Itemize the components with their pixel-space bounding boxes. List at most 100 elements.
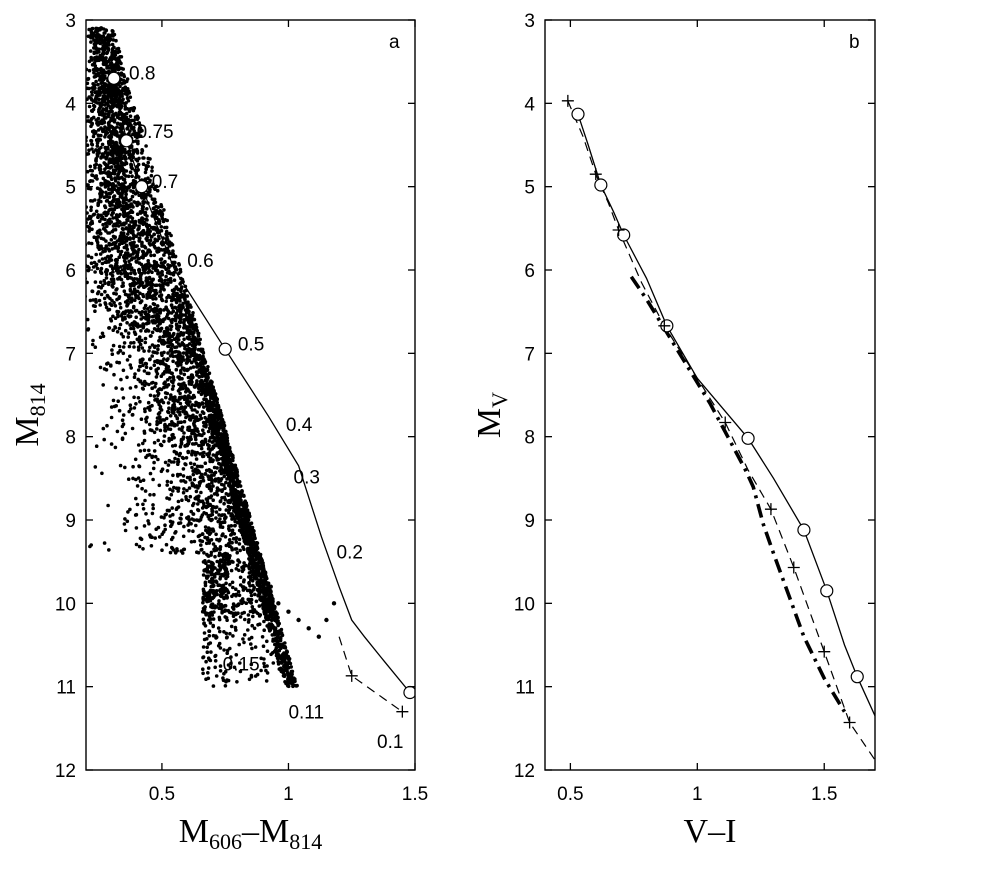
data-point xyxy=(192,462,197,467)
data-point xyxy=(147,275,152,280)
data-point xyxy=(123,104,127,109)
data-point xyxy=(91,173,95,178)
data-point xyxy=(171,252,175,256)
data-point xyxy=(173,261,177,265)
data-point xyxy=(191,482,196,487)
data-point xyxy=(199,515,204,519)
data-point xyxy=(262,619,266,624)
data-point xyxy=(194,437,198,442)
data-point xyxy=(169,303,174,307)
data-point xyxy=(141,162,146,166)
data-point xyxy=(185,325,189,329)
data-point xyxy=(206,676,211,681)
data-point xyxy=(233,523,237,528)
data-point xyxy=(114,165,118,169)
data-point xyxy=(86,119,90,123)
data-point xyxy=(238,548,242,553)
data-point xyxy=(68,230,72,234)
data-point xyxy=(324,617,329,623)
data-point xyxy=(106,503,110,508)
data-point xyxy=(115,429,120,434)
data-point xyxy=(91,338,95,343)
data-point xyxy=(73,136,77,140)
data-point xyxy=(183,444,187,448)
data-point xyxy=(101,383,105,387)
data-point xyxy=(72,64,76,68)
data-point xyxy=(80,147,84,151)
data-point xyxy=(133,121,137,126)
data-point xyxy=(120,418,125,423)
data-point xyxy=(207,614,212,618)
data-point xyxy=(82,205,86,209)
data-point xyxy=(231,458,235,463)
data-point xyxy=(81,257,85,261)
data-point xyxy=(286,665,291,670)
data-point xyxy=(80,114,84,118)
data-point xyxy=(214,635,219,640)
data-point xyxy=(152,327,157,331)
data-point xyxy=(77,174,81,178)
data-point xyxy=(202,405,206,409)
data-point xyxy=(92,71,96,75)
data-point xyxy=(155,397,159,401)
data-point xyxy=(177,324,182,329)
data-point xyxy=(219,435,224,440)
data-point xyxy=(166,282,170,287)
data-point xyxy=(156,246,161,251)
data-point xyxy=(204,423,208,427)
data-point xyxy=(206,474,210,478)
data-point xyxy=(178,472,183,477)
data-point xyxy=(166,401,171,405)
data-point xyxy=(194,427,198,431)
data-point xyxy=(131,185,136,190)
data-point xyxy=(147,521,151,526)
data-point xyxy=(154,204,158,209)
data-point xyxy=(91,150,96,154)
data-point xyxy=(134,315,138,320)
data-point xyxy=(131,132,135,136)
data-point xyxy=(156,438,160,443)
data-point xyxy=(140,310,145,314)
data-point xyxy=(179,517,183,521)
data-point xyxy=(173,314,177,318)
data-point xyxy=(180,341,185,345)
data-point xyxy=(171,380,175,385)
data-point xyxy=(241,564,246,569)
data-point xyxy=(96,133,101,138)
data-point xyxy=(207,443,211,448)
data-point xyxy=(229,568,234,573)
data-point xyxy=(103,256,108,261)
data-point xyxy=(116,310,121,314)
data-point xyxy=(265,639,269,644)
data-point xyxy=(154,381,158,386)
data-point xyxy=(206,642,211,646)
data-point xyxy=(235,563,240,567)
data-point xyxy=(80,238,84,242)
data-point xyxy=(150,330,155,335)
data-point xyxy=(105,194,110,199)
data-point xyxy=(90,116,94,121)
data-point xyxy=(212,389,216,394)
data-point xyxy=(159,374,164,379)
data-point xyxy=(87,148,91,152)
data-point xyxy=(182,397,187,402)
data-point xyxy=(150,535,154,539)
data-point xyxy=(218,507,222,512)
data-point xyxy=(188,418,193,422)
data-point xyxy=(204,505,209,510)
data-point xyxy=(94,118,98,122)
data-point xyxy=(147,321,151,325)
data-point xyxy=(89,205,93,210)
data-point xyxy=(59,216,63,220)
data-point xyxy=(121,67,125,71)
data-point xyxy=(274,615,278,619)
data-point xyxy=(126,174,131,179)
data-point xyxy=(122,522,127,526)
data-point xyxy=(178,267,183,272)
data-point xyxy=(222,648,226,652)
data-point xyxy=(99,170,104,175)
data-point xyxy=(120,387,124,391)
data-point xyxy=(172,408,177,412)
data-point xyxy=(169,298,174,303)
data-point xyxy=(162,385,166,390)
